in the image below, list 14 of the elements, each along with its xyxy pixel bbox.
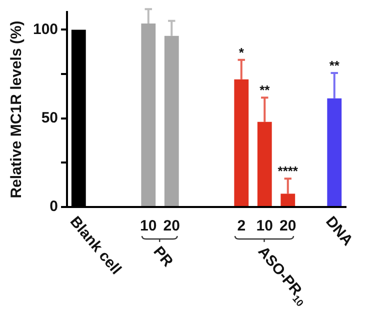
y-tick-label: 0: [50, 198, 58, 216]
x-tick-label: 2: [237, 218, 246, 235]
text: PR: [150, 243, 176, 270]
y-axis-title: Relative MC1R levels (%): [8, 20, 26, 198]
x-tick-label: 10: [140, 218, 157, 235]
data-label: *: [238, 44, 245, 60]
data-label: **: [329, 58, 340, 73]
data-label: **: [260, 82, 271, 98]
data-label: ****: [278, 164, 299, 179]
x-tick-label: 10: [256, 218, 273, 235]
x-tick-label: 20: [280, 218, 296, 235]
x-tick-label: 20: [163, 218, 180, 235]
y-tick-label: 50: [41, 110, 58, 127]
y-tick-label: 100: [32, 20, 58, 38]
